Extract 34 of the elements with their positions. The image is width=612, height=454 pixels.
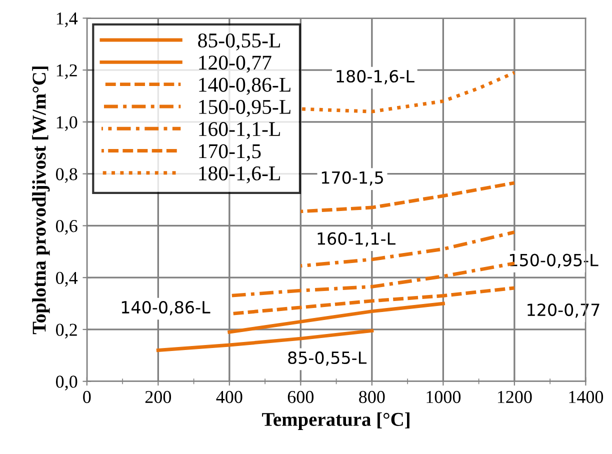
annotation: 170-1,5	[322, 171, 383, 186]
y-tick-label: 1,2	[56, 64, 77, 80]
annotation: 150-0,95-L	[510, 254, 598, 268]
y-tick-label: 0,8	[56, 168, 78, 183]
legend-label: 85-0,55-L	[198, 33, 280, 51]
x-tick-label: 200	[145, 390, 172, 404]
annotation: 180-1,6-L	[336, 70, 414, 84]
y-tick-label: 0,4	[56, 272, 78, 287]
legend-label: 140-0,86-L	[199, 78, 290, 95]
y-tick-label: 0,0	[56, 376, 78, 390]
y-tick-label: 0,6	[56, 220, 78, 235]
x-tick-label: 1000	[426, 390, 461, 404]
legend-label: 170-1,5	[199, 144, 261, 162]
y-tick-label: 1,4	[56, 12, 78, 28]
legend-label: 160-1,1-L	[199, 122, 280, 140]
x-tick-label: 1200	[498, 390, 532, 404]
y-tick-label: 0,2	[56, 324, 77, 339]
x-tick-label: 0	[83, 390, 91, 404]
x-tick-label: 800	[359, 390, 385, 404]
line-series	[156, 329, 374, 352]
annotation: 85-0,55-L	[288, 351, 367, 366]
x-tick-label: 1400	[569, 390, 604, 404]
x-tick-label: 400	[216, 390, 242, 404]
annotation: 120-0,77	[528, 303, 600, 318]
legend-label: 180-1,6-L	[199, 166, 280, 184]
x-axis-title: Temperatura [°C]	[262, 412, 410, 430]
x-tick-label: 600	[288, 390, 314, 404]
legend-label: 150-0,95-L	[199, 100, 290, 117]
y-tick-label: 1,0	[56, 116, 78, 131]
y-axis-title: Toplotna provodljivost [W/m°C]	[32, 66, 50, 334]
annotation: 160-1,1-L	[318, 232, 396, 247]
line-series	[228, 302, 445, 334]
legend-label: 120-0,77	[199, 56, 272, 73]
annotation: 140-0,86-L	[122, 300, 210, 316]
